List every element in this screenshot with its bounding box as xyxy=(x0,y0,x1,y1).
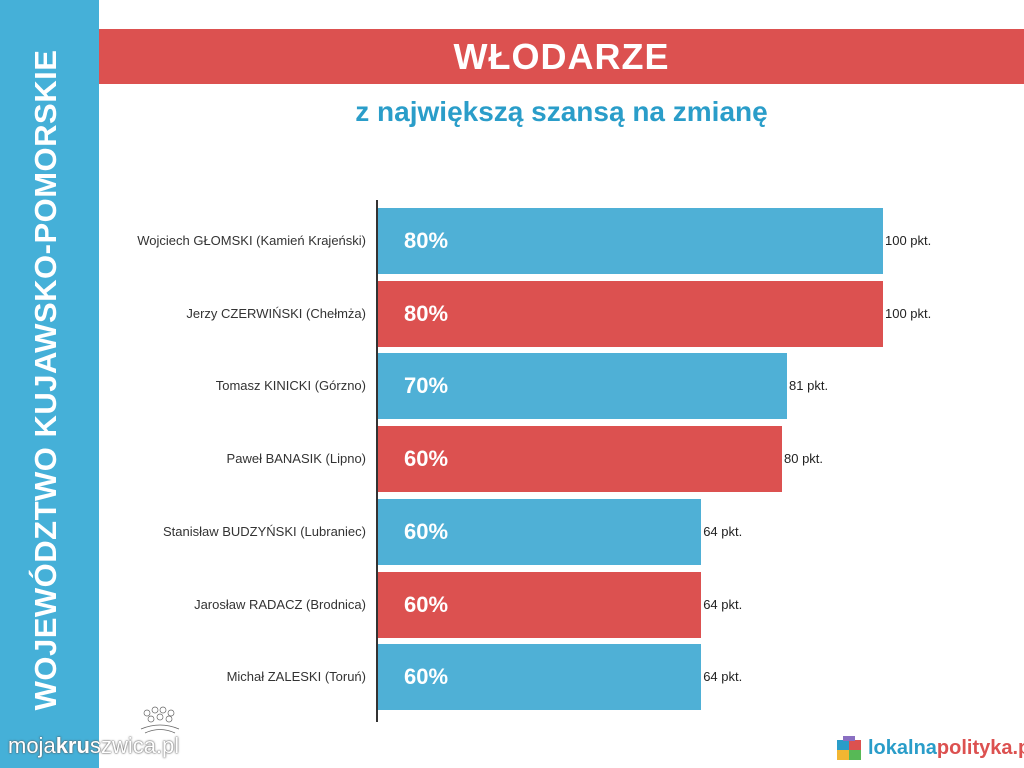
percent-label: 60% xyxy=(404,446,449,472)
value-label: 100 pkt. xyxy=(885,305,932,321)
bar: 60% xyxy=(378,426,782,493)
chart-subtitle: z największą szansą na zmianę xyxy=(355,96,768,127)
value-label: 64 pkt. xyxy=(703,669,743,685)
percent-label: 60% xyxy=(404,591,449,617)
category-label: Jerzy CZERWIŃSKI (Chełmża) xyxy=(186,305,366,321)
value-label: 81 pkt. xyxy=(789,378,829,394)
percent-label: 60% xyxy=(404,518,449,544)
category-label: Wojciech GŁOMSKI (Kamień Krajeński) xyxy=(137,233,366,248)
brand-name-part2: polityka.pl xyxy=(936,736,1024,759)
bar: 80% xyxy=(378,280,883,347)
brand-name-part1: lokalna xyxy=(868,736,937,759)
value-label: 64 pkt. xyxy=(703,596,743,612)
y-axis-line xyxy=(376,200,378,722)
category-label: Paweł BANASIK (Lipno) xyxy=(226,451,366,467)
bar: 60% xyxy=(378,498,702,565)
bar: 70% xyxy=(378,353,788,420)
bar: 60% xyxy=(378,571,702,638)
category-label: Jarosław RADACZ (Brodnica) xyxy=(194,596,366,612)
percent-label: 60% xyxy=(404,664,449,690)
town-emblem-icon xyxy=(140,706,180,734)
percent-label: 80% xyxy=(404,300,449,326)
category-label: Tomasz KINICKI (Górzno) xyxy=(215,378,366,394)
value-label: 100 pkt. xyxy=(885,233,932,248)
percent-label: 80% xyxy=(404,228,449,253)
category-label: Michał ZALESKI (Toruń) xyxy=(226,669,366,685)
chart-title: WŁODARZE xyxy=(453,35,670,77)
watermark-logo: mojakruszwica.pl xyxy=(8,733,180,758)
value-label: 64 pkt. xyxy=(703,523,743,539)
side-band: WOJEWÓDZTWO KUJAWSKO-POMORSKIE xyxy=(0,0,99,768)
bar: 60% xyxy=(378,644,702,711)
bar: 80% xyxy=(378,208,883,274)
category-label: Stanisław BUDZYŃSKI (Lubraniec) xyxy=(162,523,366,539)
title-bar: WŁODARZE xyxy=(99,29,1024,84)
percent-label: 70% xyxy=(404,373,449,399)
brand-cube-icon xyxy=(837,736,861,760)
value-label: 80 pkt. xyxy=(784,451,824,467)
